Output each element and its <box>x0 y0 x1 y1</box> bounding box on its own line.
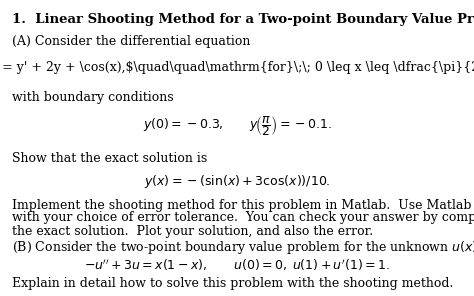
Text: Explain in detail how to solve this problem with the shooting method.: Explain in detail how to solve this prob… <box>12 276 453 289</box>
Text: with your choice of error tolerance.  You can check your answer by comparing it : with your choice of error tolerance. You… <box>12 212 474 224</box>
Text: Show that the exact solution is: Show that the exact solution is <box>12 152 207 165</box>
Text: $y'' = y' + 2y + \cos(x),$\quad\quad\mathrm{for}\;\; 0 \leq x \leq \dfrac{\pi}{2: $y'' = y' + 2y + \cos(x),$\quad\quad\mat… <box>0 62 474 75</box>
Text: (A) Consider the differential equation: (A) Consider the differential equation <box>12 36 250 49</box>
Text: $-u'' + 3u = x(1-x), \qquad u(0) = 0, \; u(1) + u'(1) = 1.$: $-u'' + 3u = x(1-x), \qquad u(0) = 0, \;… <box>84 257 390 273</box>
Text: with boundary conditions: with boundary conditions <box>12 91 173 104</box>
Text: (B) Consider the two-point boundary value problem for the unknown $u(x)$: (B) Consider the two-point boundary valu… <box>12 239 474 255</box>
Text: Implement the shooting method for this problem in Matlab.  Use Matlab solver ode: Implement the shooting method for this p… <box>12 199 474 212</box>
Text: $y(0) = -0.3, \qquad y\!\left(\dfrac{\pi}{2}\right) = -0.1.$: $y(0) = -0.3, \qquad y\!\left(\dfrac{\pi… <box>143 114 331 138</box>
Text: 1.  Linear Shooting Method for a Two-point Boundary Value Problem: 1. Linear Shooting Method for a Two-poin… <box>12 13 474 26</box>
Text: $y(x) = -(\sin(x) + 3\cos(x))/10.$: $y(x) = -(\sin(x) + 3\cos(x))/10.$ <box>144 173 330 189</box>
Text: the exact solution.  Plot your solution, and also the error.: the exact solution. Plot your solution, … <box>12 224 373 237</box>
